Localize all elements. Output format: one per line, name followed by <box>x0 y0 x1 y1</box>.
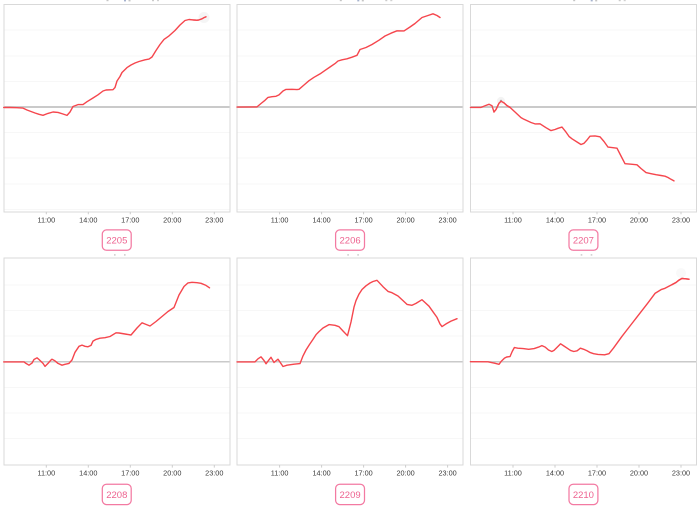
svg-text:14:00: 14:00 <box>312 469 330 478</box>
svg-text:14:00: 14:00 <box>79 215 97 224</box>
svg-text:2206: 2206 <box>340 236 361 247</box>
svg-text:20:00: 20:00 <box>163 215 181 224</box>
svg-text:17:00: 17:00 <box>121 215 139 224</box>
svg-text:2205: 2205 <box>106 236 127 247</box>
svg-text:23:00: 23:00 <box>672 469 690 478</box>
svg-text:2210: 2210 <box>573 490 594 501</box>
svg-text:11:00: 11:00 <box>37 469 55 478</box>
svg-text:20:00: 20:00 <box>396 469 414 478</box>
svg-text:23:00: 23:00 <box>438 215 456 224</box>
svg-text:17:00: 17:00 <box>588 215 606 224</box>
svg-text:20:00: 20:00 <box>396 215 414 224</box>
svg-text:17:00: 17:00 <box>354 469 372 478</box>
svg-text:14:00: 14:00 <box>79 469 97 478</box>
svg-text:11:00: 11:00 <box>504 469 522 478</box>
svg-text:2207: 2207 <box>573 236 594 247</box>
svg-text:20:00: 20:00 <box>630 469 648 478</box>
svg-text:20:00: 20:00 <box>630 215 648 224</box>
svg-text:14:00: 14:00 <box>546 469 564 478</box>
svg-text:23:00: 23:00 <box>205 469 223 478</box>
svg-text:23:00: 23:00 <box>205 215 223 224</box>
svg-text:17:00: 17:00 <box>354 215 372 224</box>
svg-text:11:00: 11:00 <box>271 469 289 478</box>
svg-text:17:00: 17:00 <box>121 469 139 478</box>
svg-text:11:00: 11:00 <box>271 215 289 224</box>
svg-text:11:00: 11:00 <box>37 215 55 224</box>
svg-text:14:00: 14:00 <box>546 215 564 224</box>
svg-text:11:00: 11:00 <box>504 215 522 224</box>
svg-text:14:00: 14:00 <box>312 215 330 224</box>
svg-text:20:00: 20:00 <box>163 469 181 478</box>
svg-text:2209: 2209 <box>340 490 361 501</box>
svg-text:23:00: 23:00 <box>438 469 456 478</box>
svg-text:17:00: 17:00 <box>588 469 606 478</box>
svg-text:23:00: 23:00 <box>672 215 690 224</box>
svg-text:2208: 2208 <box>106 490 127 501</box>
